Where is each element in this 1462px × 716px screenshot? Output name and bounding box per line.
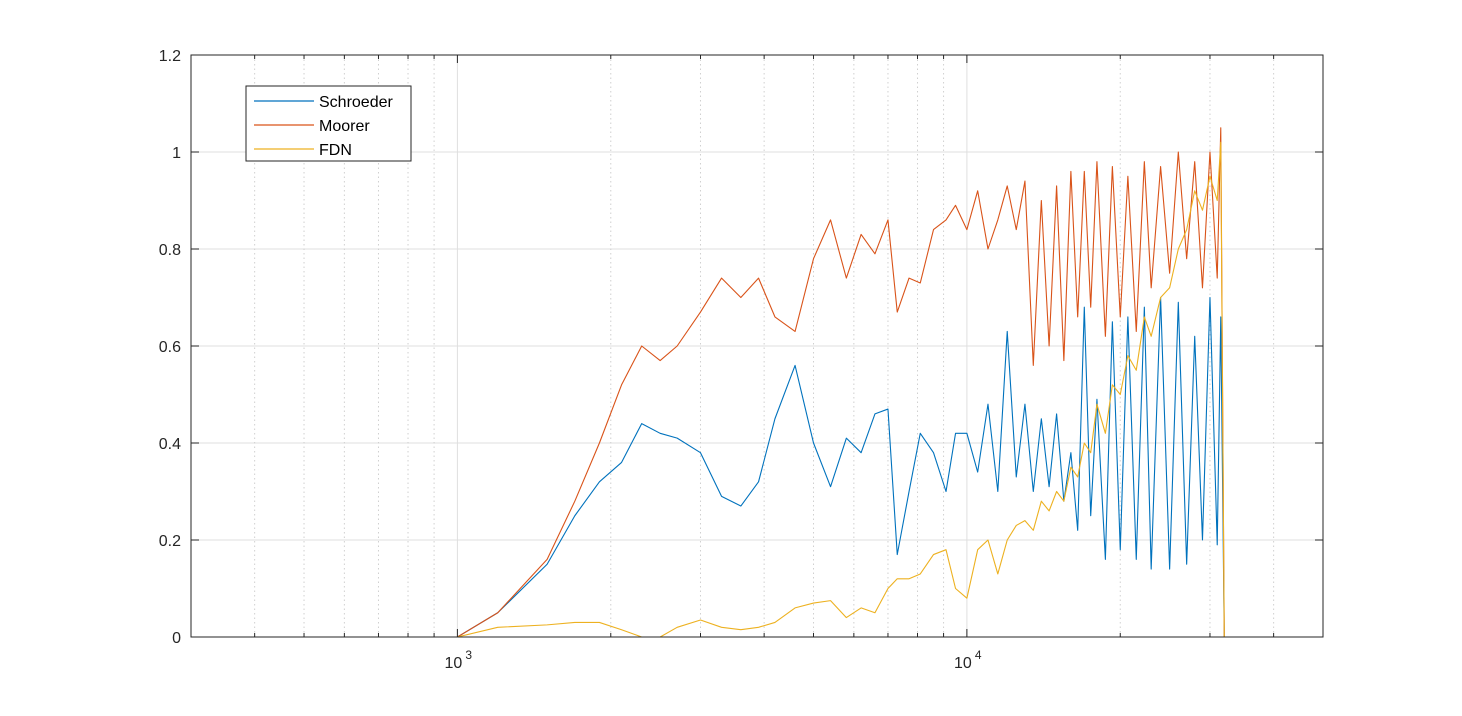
y-tick-label: 0 — [172, 630, 181, 647]
y-tick-label: 1.2 — [159, 48, 181, 65]
legend-label-fdn: FDN — [319, 142, 352, 159]
series-line-fdn — [191, 141, 1228, 638]
axes — [190, 54, 1324, 638]
y-tick-label: 0.8 — [159, 242, 181, 259]
series-line-schroeder — [191, 296, 1228, 638]
series-lines — [191, 127, 1228, 638]
x-tick-label-exponent: 3 — [465, 648, 472, 662]
y-tick-label: 0.4 — [159, 436, 181, 453]
y-tick-label: 0.6 — [159, 339, 181, 356]
x-tick-label-exponent: 4 — [975, 648, 982, 662]
y-tick-label: 0.2 — [159, 533, 181, 550]
series-line-moorer — [191, 127, 1228, 638]
y-tick-label: 1 — [172, 145, 181, 162]
tick-labels: 00.20.40.60.811.210 3 10 4 — [159, 48, 982, 672]
legend-label-moorer: Moorer — [319, 118, 370, 135]
x-tick-label: 10 — [954, 655, 972, 672]
x-tick-label: 10 — [445, 655, 463, 672]
legend-label-schroeder: Schroeder — [319, 94, 393, 111]
legend: Schroeder Moorer FDN — [245, 85, 412, 162]
